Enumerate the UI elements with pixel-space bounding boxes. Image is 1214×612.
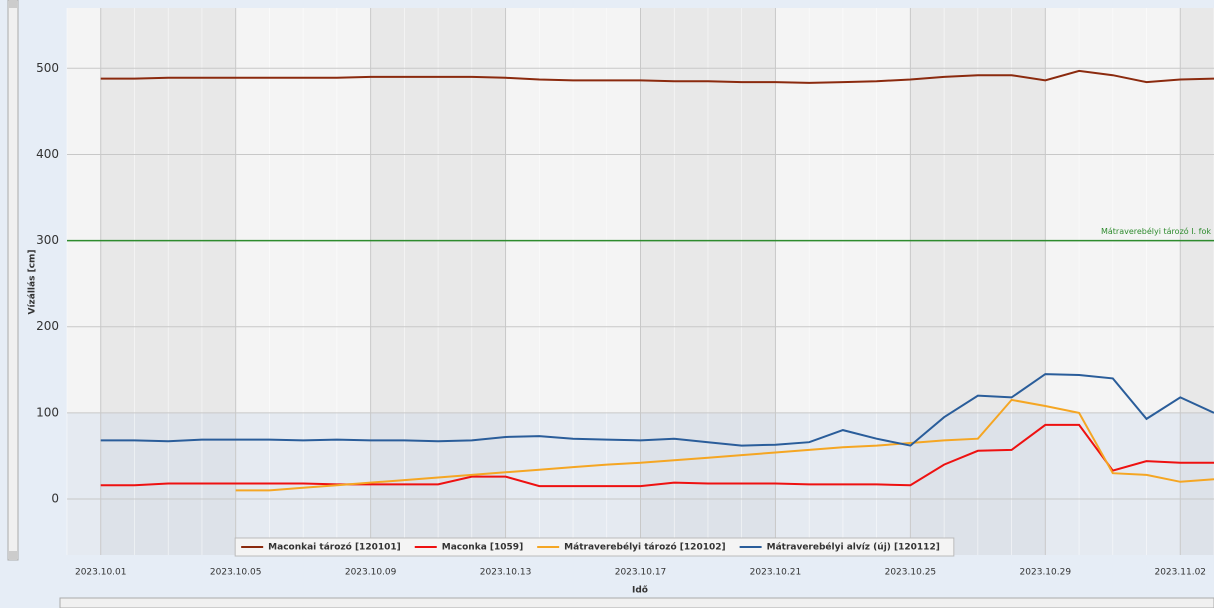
reference-label: Mátraverebélyi tározó I. fok <box>1101 226 1211 236</box>
x-tick-label: 2023.10.21 <box>750 568 802 578</box>
scroll-thumb[interactable] <box>9 0 17 8</box>
legend-label: Mátraverebélyi alvíz (új) [120112] <box>767 542 940 553</box>
scroll-thumb[interactable] <box>9 551 17 559</box>
legend-box <box>234 537 955 557</box>
y-tick-label: 500 <box>36 61 59 75</box>
x-tick-label: 2023.10.17 <box>615 568 667 578</box>
series-line <box>100 423 1214 488</box>
x-tick-label: 2023.10.13 <box>480 568 532 578</box>
series-line <box>100 373 1214 447</box>
x-tick-label: 2023.10.25 <box>885 568 937 578</box>
band <box>1180 8 1214 555</box>
horizontal-scrollbar[interactable] <box>59 597 1214 609</box>
legend-label: Mátraverebélyi tározó [120102] <box>564 542 725 553</box>
series-line <box>100 69 1214 84</box>
y-tick-label: 300 <box>36 233 59 247</box>
x-tick-label: 2023.11.02 <box>1154 568 1206 578</box>
y-tick-label: 100 <box>36 405 59 419</box>
y-tick-label: 400 <box>36 147 59 161</box>
y-axis-label: Vízállás [cm] <box>28 249 38 314</box>
x-tick-label: 2023.10.05 <box>210 568 262 578</box>
legend: Maconkai tározó [120101] Maconka [1059] Má… <box>234 537 955 557</box>
vertical-scrollbar[interactable] <box>7 0 19 561</box>
y-tick-label: 0 <box>51 492 59 506</box>
x-axis-label: Idő <box>632 586 648 596</box>
y-tick-label: 200 <box>36 319 59 333</box>
x-tick-label: 2023.10.01 <box>75 568 127 578</box>
legend-label: Maconkai tározó [120101] <box>268 542 401 553</box>
series-line <box>235 398 1214 492</box>
x-tick-label: 2023.10.29 <box>1020 568 1072 578</box>
legend-label: Maconka [1059] <box>442 543 523 553</box>
x-tick-label: 2023.10.09 <box>345 568 397 578</box>
